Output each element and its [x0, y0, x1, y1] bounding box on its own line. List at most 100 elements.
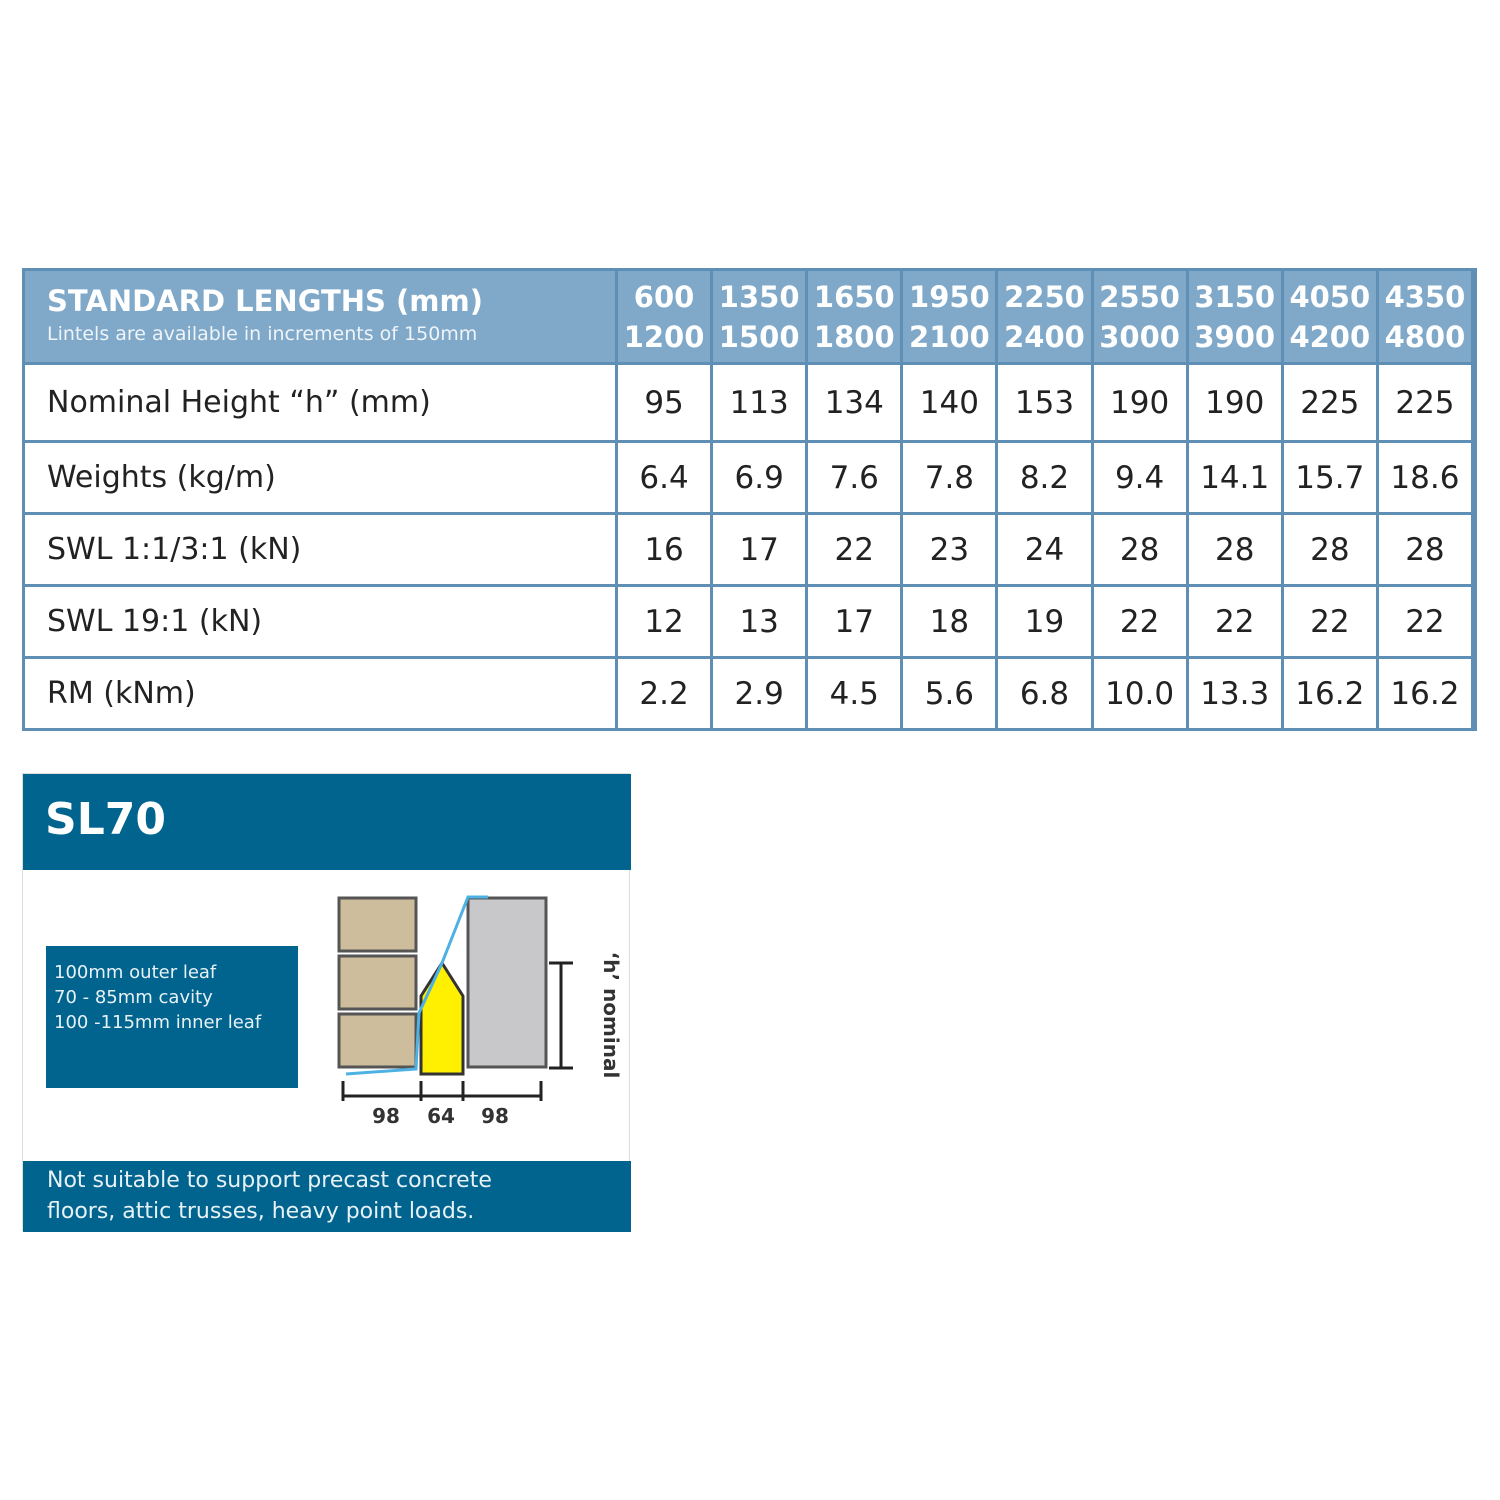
value-cell: 23	[903, 515, 999, 587]
header-title: STANDARD LENGTHS (mm)	[47, 284, 483, 318]
value-cell: 5.6	[903, 659, 999, 731]
spec-box: 100mm outer leaf 70 - 85mm cavity 100 -1…	[46, 946, 298, 1088]
value-cell: 13.3	[1188, 659, 1284, 731]
spec-table: STANDARD LENGTHS (mm) Lintels are availab…	[22, 268, 1477, 731]
length-value: 600	[633, 279, 695, 314]
value-cell: 15.7	[1283, 443, 1379, 515]
length-value: 3150	[1194, 279, 1276, 314]
value-cell: 153	[998, 365, 1094, 443]
length-value: 3000	[1099, 319, 1180, 354]
length-header: 1350 1500	[713, 271, 809, 365]
value-cell: 4.5	[808, 659, 904, 731]
diagram: ‘h’ nominal 98 64 98	[337, 895, 623, 1128]
value-cell: 28	[1283, 515, 1379, 587]
note-band: Not suitable to support precast concrete…	[23, 1161, 631, 1232]
value-cell: 6.4	[618, 443, 714, 515]
length-value: 1650	[813, 279, 895, 314]
dimension: 98	[481, 1104, 509, 1128]
length-header: 1650 1800	[808, 271, 904, 365]
row-label: SWL 1:1/3:1 (kN)	[25, 515, 618, 587]
height-label: ‘h’ nominal	[599, 952, 623, 1079]
length-value: 4200	[1289, 319, 1371, 354]
value-cell: 13	[713, 587, 809, 659]
spec-line: 100mm outer leaf	[54, 962, 217, 983]
value-cell: 16.2	[1378, 659, 1474, 731]
spec-line: 100 -115mm inner leaf	[54, 1012, 262, 1033]
value-cell: 24	[998, 515, 1094, 587]
value-cell: 17	[808, 587, 904, 659]
value-cell: 113	[713, 365, 809, 443]
header-cell: STANDARD LENGTHS (mm) Lintels are availab…	[25, 271, 618, 365]
height-bracket	[549, 961, 573, 1070]
length-value: 1200	[623, 319, 705, 354]
length-header: 1950 2100	[903, 271, 999, 365]
value-cell: 16.2	[1283, 659, 1379, 731]
value-cell: 16	[618, 515, 714, 587]
note-line: Not suitable to support precast concrete	[47, 1168, 492, 1193]
note-line: floors, attic trusses, heavy point loads…	[47, 1199, 475, 1224]
value-cell: 6.8	[998, 659, 1094, 731]
length-header: 3150 3900	[1188, 271, 1284, 365]
value-cell: 190	[1188, 365, 1284, 443]
value-cell: 6.9	[713, 443, 809, 515]
value-cell: 2.2	[618, 659, 714, 731]
block	[466, 896, 548, 1069]
value-cell: 22	[1378, 587, 1474, 659]
lintel	[419, 960, 465, 1076]
length-value: 2100	[909, 319, 990, 354]
length-value: 2550	[1099, 279, 1180, 314]
length-value: 2250	[1004, 279, 1085, 314]
length-value: 4350	[1384, 279, 1466, 314]
brick	[337, 896, 418, 953]
product-panel: SL70 100mm outer leaf 70 - 85mm cavity 1…	[22, 773, 631, 1232]
length-value: 1800	[813, 319, 895, 354]
value-cell: 10.0	[1093, 659, 1189, 731]
value-cell: 12	[618, 587, 714, 659]
value-cell: 190	[1093, 365, 1189, 443]
value-cell: 134	[808, 365, 904, 443]
length-header: 600 1200	[618, 271, 714, 365]
value-cell: 140	[903, 365, 999, 443]
length-value: 2400	[1004, 319, 1085, 354]
value-cell: 2.9	[713, 659, 809, 731]
brick	[337, 954, 418, 1011]
row-label: Nominal Height “h” (mm)	[25, 365, 618, 443]
length-header: 4050 4200	[1283, 271, 1379, 365]
panel-title: SL70	[45, 794, 166, 845]
value-cell: 28	[1378, 515, 1474, 587]
panel-header: SL70	[23, 774, 631, 870]
value-cell: 95	[618, 365, 714, 443]
dimension: 98	[372, 1104, 400, 1128]
value-cell: 22	[1188, 587, 1284, 659]
value-cell: 28	[1188, 515, 1284, 587]
length-value: 4800	[1384, 319, 1466, 354]
dimension-line	[341, 1081, 543, 1101]
value-cell: 18.6	[1378, 443, 1474, 515]
value-cell: 225	[1283, 365, 1379, 443]
value-cell: 28	[1093, 515, 1189, 587]
value-cell: 225	[1378, 365, 1474, 443]
value-cell: 18	[903, 587, 999, 659]
length-value: 1350	[718, 279, 800, 314]
spec-line: 70 - 85mm cavity	[54, 987, 213, 1008]
value-cell: 14.1	[1188, 443, 1284, 515]
value-cell: 22	[1093, 587, 1189, 659]
length-header: 2550 3000	[1093, 271, 1189, 365]
dpc-line	[345, 895, 488, 1076]
value-cell: 9.4	[1093, 443, 1189, 515]
length-value: 1950	[909, 279, 990, 314]
brick	[337, 1012, 418, 1069]
row-label: RM (kNm)	[25, 659, 618, 731]
header-subtitle: Lintels are available in increments of 1…	[47, 323, 478, 345]
length-header: 2250 2400	[998, 271, 1094, 365]
value-cell: 8.2	[998, 443, 1094, 515]
row-label: Weights (kg/m)	[25, 443, 618, 515]
length-value: 4050	[1289, 279, 1371, 314]
row-label: SWL 19:1 (kN)	[25, 587, 618, 659]
dimension: 64	[427, 1104, 455, 1128]
length-value: 1500	[718, 319, 800, 354]
length-value: 3900	[1194, 319, 1276, 354]
value-cell: 7.6	[808, 443, 904, 515]
value-cell: 22	[1283, 587, 1379, 659]
